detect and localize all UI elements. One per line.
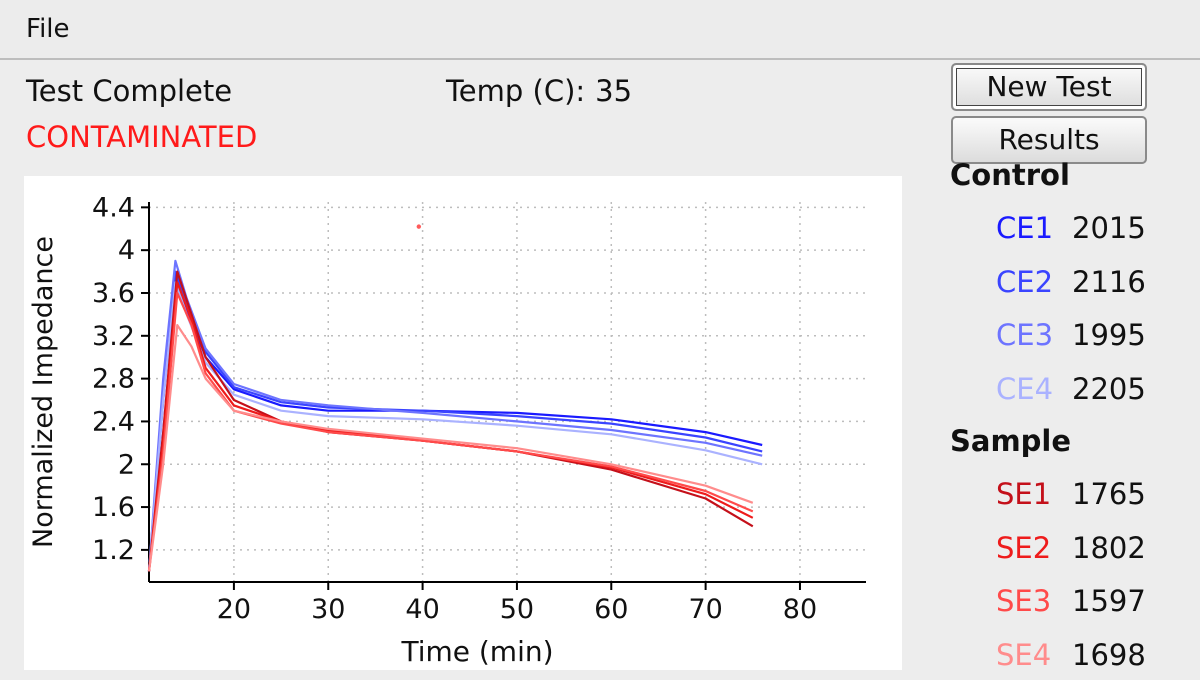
legend-value: 2205 [1072, 371, 1146, 406]
y-axis-label: Normalized Impedance [28, 236, 59, 548]
temperature-readout: Temp (C): 35 [446, 74, 632, 108]
test-status: Test Complete [26, 74, 233, 108]
legend-value: 1995 [1072, 318, 1146, 352]
temp-label: Temp (C): [446, 74, 586, 108]
x-tick-label: 50 [500, 594, 534, 625]
legend-control-ce3: CE3 1995 [996, 318, 1146, 352]
legend-value: 2116 [1072, 264, 1146, 299]
legend-sample-se2: SE2 1802 [996, 531, 1146, 565]
legend-control-ce4: CE4 2205 [996, 372, 1146, 406]
legend-code: CE3 [996, 318, 1054, 352]
y-tick-label: 4.4 [92, 192, 135, 223]
legend-value: 1765 [1072, 477, 1146, 511]
result-status: CONTAMINATED [26, 120, 258, 154]
legend-control-ce1: CE1 2015 [996, 211, 1146, 245]
legend-code: CE1 [996, 211, 1054, 245]
x-axis-label: Time (min) [400, 635, 553, 668]
y-tick-label: 2.4 [92, 406, 135, 437]
series-line-se4 [147, 324, 754, 572]
control-heading: Control [950, 158, 1070, 192]
series-line-se3 [147, 291, 754, 572]
x-tick-label: 40 [405, 594, 439, 625]
y-tick-label: 2.8 [92, 364, 135, 395]
x-tick-label: 80 [783, 594, 817, 625]
sample-heading: Sample [950, 424, 1072, 458]
legend-code: SE1 [996, 477, 1052, 511]
legend-code: CE4 [996, 371, 1054, 406]
stray-point [416, 224, 422, 229]
legend-sample-se1: SE1 1765 [996, 477, 1146, 511]
y-tick-label: 3.6 [92, 278, 135, 309]
series-line-ce3 [147, 259, 763, 572]
temp-value: 35 [595, 74, 633, 108]
legend-value: 1597 [1072, 584, 1146, 618]
legend-sample-se3: SE3 1597 [996, 584, 1146, 618]
legend-code: SE4 [996, 637, 1052, 672]
series-line-ce2 [147, 270, 763, 572]
legend-sample-se4: SE4 1698 [996, 638, 1146, 672]
legend-control-ce2: CE2 2116 [996, 265, 1146, 299]
new-test-button[interactable]: New Test [951, 63, 1147, 111]
legend-code: SE3 [996, 584, 1052, 618]
legend-code: CE2 [996, 264, 1054, 299]
y-tick-label: 1.2 [92, 535, 135, 566]
x-tick-label: 20 [217, 594, 251, 625]
results-button[interactable]: Results [951, 116, 1147, 164]
menu-file[interactable]: File [26, 14, 70, 44]
legend-code: SE2 [996, 530, 1052, 565]
y-tick-label: 3.2 [92, 321, 135, 352]
y-tick-label: 4 [118, 235, 135, 266]
menu-bar: File [0, 0, 1200, 60]
y-tick-label: 1.6 [92, 492, 135, 523]
legend-value: 1698 [1072, 637, 1146, 672]
series-line-ce1 [147, 275, 763, 572]
legend-value: 2015 [1072, 211, 1146, 245]
x-tick-label: 60 [594, 594, 628, 625]
legend-value: 1802 [1072, 530, 1146, 565]
x-tick-label: 30 [311, 594, 345, 625]
y-tick-label: 2 [118, 449, 135, 480]
x-tick-label: 70 [688, 594, 722, 625]
